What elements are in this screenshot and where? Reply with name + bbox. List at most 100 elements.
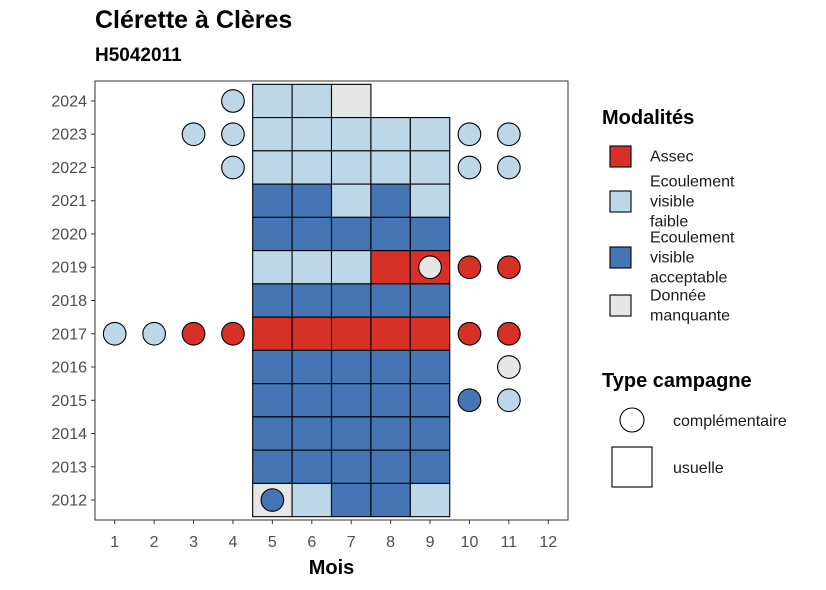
x-tick-label: 3 xyxy=(189,534,198,551)
tile-2018-7 xyxy=(330,283,372,318)
tile-2017-5 xyxy=(252,316,293,351)
y-tick-label: 2020 xyxy=(51,226,87,243)
y-tick-label: 2018 xyxy=(51,293,87,310)
tile-2015-8 xyxy=(370,383,411,418)
tile-2024-7 xyxy=(330,83,372,119)
legend-label-faible: visible xyxy=(650,194,695,211)
tile-2021-9 xyxy=(409,183,451,218)
legend-key-manquante xyxy=(609,294,632,317)
tile-2023-7 xyxy=(330,117,372,152)
tile-2019-6 xyxy=(291,250,333,285)
marker-2017-2 xyxy=(142,321,166,346)
x-axis-title: Mois xyxy=(309,557,355,579)
tile-2023-6 xyxy=(291,117,333,152)
tile-2016-8 xyxy=(370,349,411,385)
x-tick-label: 9 xyxy=(426,534,435,551)
tile-2016-7 xyxy=(330,349,372,385)
legend-label-complementaire: complémentaire xyxy=(673,413,787,430)
tile-2020-5 xyxy=(252,216,293,252)
x-tick-label: 12 xyxy=(539,534,557,551)
tile-2016-9 xyxy=(409,349,451,385)
x-tick-label: 1 xyxy=(110,534,119,551)
tile-2020-7 xyxy=(330,216,372,252)
marker-2022-11 xyxy=(497,155,521,180)
tile-2022-6 xyxy=(291,150,333,185)
tile-2012-8 xyxy=(370,482,411,518)
tile-2015-7 xyxy=(330,383,372,418)
marker-2023-3 xyxy=(181,122,206,147)
tile-2022-8 xyxy=(370,150,411,185)
marker-2019-11 xyxy=(497,255,521,280)
tile-2017-6 xyxy=(291,316,333,351)
tile-2017-9 xyxy=(409,316,451,351)
marker-2022-4 xyxy=(221,155,245,180)
usuelle-tiles xyxy=(252,83,451,518)
legend-key-assec xyxy=(609,145,632,168)
marker-2017-1 xyxy=(102,321,127,346)
tile-2012-7 xyxy=(330,482,372,518)
marker-2017-3 xyxy=(181,321,206,346)
tile-2020-6 xyxy=(291,216,333,252)
y-tick-label: 2013 xyxy=(51,459,87,476)
legend-label-faible: faible xyxy=(650,214,688,231)
legend-label-manquante: Donnée xyxy=(650,288,706,305)
x-tick-label: 11 xyxy=(501,534,518,551)
marker-2016-11 xyxy=(497,355,521,379)
tile-2020-9 xyxy=(409,216,451,252)
tile-2014-5 xyxy=(252,416,293,451)
chart-title: Clérette à Clères xyxy=(95,6,293,34)
tile-2014-9 xyxy=(409,416,451,451)
tile-2014-6 xyxy=(291,416,333,451)
marker-2017-11 xyxy=(497,321,521,346)
x-tick-label: 6 xyxy=(307,534,316,551)
tile-2022-5 xyxy=(252,150,293,185)
axes: 2012 2013 2014 2015 2016 2017 2018 2019 2020 2021… xyxy=(51,93,557,551)
legend-label-manquante: manquante xyxy=(650,308,730,325)
tile-2015-9 xyxy=(409,383,451,418)
tile-2017-8 xyxy=(370,316,411,351)
tile-2023-9 xyxy=(409,117,451,152)
legend-label-acceptable: visible xyxy=(650,250,695,267)
legend-key-faible xyxy=(609,190,632,213)
y-tick-label: 2016 xyxy=(51,360,87,377)
tile-2014-7 xyxy=(330,416,372,451)
y-tick-label: 2022 xyxy=(51,160,87,177)
y-tick-label: 2024 xyxy=(51,93,87,110)
marker-2023-4 xyxy=(221,122,245,147)
complementaire-markers xyxy=(102,89,521,512)
x-tick-label: 5 xyxy=(268,534,277,551)
tile-2023-8 xyxy=(370,117,411,152)
marker-2019-9 xyxy=(418,255,442,280)
y-tick-label: 2023 xyxy=(51,127,87,144)
tile-2013-6 xyxy=(291,449,333,484)
marker-2022-10 xyxy=(457,155,482,180)
tile-2022-7 xyxy=(330,150,372,185)
tile-2018-8 xyxy=(370,283,411,318)
marker-2024-4 xyxy=(221,89,245,113)
tile-2013-8 xyxy=(370,449,411,484)
legend-type-title: Type campagne xyxy=(602,370,752,392)
y-tick-label: 2014 xyxy=(51,426,87,443)
legend-label-faible: Ecoulement xyxy=(650,174,735,191)
legend-label-usuelle: usuelle xyxy=(673,460,724,477)
legend-modalites-title: Modalités xyxy=(602,107,694,129)
tile-2014-8 xyxy=(370,416,411,451)
legend-key-circle xyxy=(619,407,645,433)
y-tick-label: 2017 xyxy=(51,326,87,343)
tile-2024-5 xyxy=(252,83,293,119)
tile-2020-8 xyxy=(370,216,411,252)
tile-2019-5 xyxy=(252,250,293,285)
tile-2018-5 xyxy=(252,283,293,318)
tile-2016-6 xyxy=(291,349,333,385)
y-tick-label: 2019 xyxy=(51,260,87,277)
legend-label-acceptable: acceptable xyxy=(650,270,727,287)
tile-2021-7 xyxy=(330,183,372,218)
legends: ModalitésAssecEcoulementvisiblefaibleEco… xyxy=(602,107,787,488)
tile-2015-5 xyxy=(252,383,293,418)
tile-2015-6 xyxy=(291,383,333,418)
marker-2023-11 xyxy=(497,122,521,147)
tile-2012-9 xyxy=(409,482,451,518)
tile-2021-8 xyxy=(370,183,411,218)
tile-2019-8 xyxy=(370,250,411,285)
